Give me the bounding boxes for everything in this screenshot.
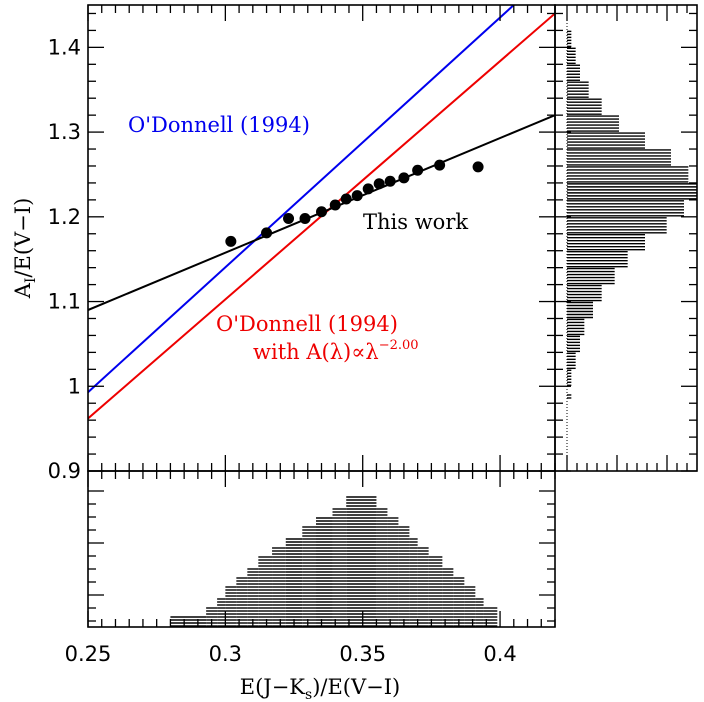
y-hist-bar-2: [567, 352, 576, 370]
y-tick-label: 0.9: [48, 459, 81, 483]
x-hist-bar-2: [217, 598, 226, 627]
y-axis-label-sub: I: [23, 278, 39, 284]
x-hist-bar-3: [225, 586, 237, 627]
data-point-9: [373, 178, 385, 190]
data-point-6: [340, 193, 352, 205]
y-hist-bar-3: [567, 335, 580, 353]
axis-ticks: [87, 5, 697, 627]
x-tick-label: 0.35: [339, 642, 386, 666]
label-odonnell-blue: O'Donnell (1994): [128, 113, 310, 137]
data-point-8: [362, 183, 374, 195]
y-tick-label: 1.3: [48, 120, 81, 144]
y-hist-bar-6: [567, 284, 602, 302]
x-histogram: [170, 496, 498, 627]
x-hist-bar-18: [428, 556, 443, 627]
x-hist-bar-0: [170, 616, 207, 627]
x-hist-bar-17: [417, 547, 429, 627]
x-hist-bar-5: [247, 568, 259, 627]
x-hist-bar-22: [475, 598, 484, 627]
data-point-13: [434, 159, 446, 171]
x-tick-label: 0.4: [483, 642, 516, 666]
x-hist-bar-8: [285, 538, 303, 627]
y-hist-bar-12: [567, 183, 697, 200]
data-point-4: [316, 206, 327, 218]
tick-labels: 0.25 0.3 0.35 0.4 0.9 1 1.1 1.2 1.3 1.4: [48, 35, 517, 666]
x-hist-bar-13: [376, 508, 388, 627]
y-hist-bar-17: [567, 98, 602, 115]
y-hist-bar-18: [567, 81, 589, 98]
data-points: [225, 159, 484, 247]
data-point-12: [412, 164, 424, 176]
x-axis-label: E(J−Ks)/E(V−I): [240, 675, 400, 702]
x-hist-bar-19: [442, 568, 454, 627]
x-hist-frame: [87, 470, 556, 628]
y-hist-bar-15: [567, 132, 645, 149]
data-point-5: [329, 199, 341, 211]
y-hist-bar-8: [567, 250, 628, 268]
x-tick-label: 0.25: [65, 642, 112, 666]
y-hist-bar-9: [567, 234, 645, 251]
x-hist-bar-23: [483, 607, 498, 627]
y-hist-bar-4: [567, 318, 585, 336]
main-plot: [88, 5, 555, 420]
x-hist-bar-9: [302, 526, 317, 627]
y-axis-label-tail: /E(V−I): [11, 198, 35, 278]
y-tick-label: 1.4: [48, 35, 81, 59]
label-odonnell-red-law-text: with A(λ)∝λ: [253, 340, 379, 364]
y-tick-label: 1: [68, 374, 81, 398]
x-hist-bar-20: [453, 577, 465, 627]
y-hist-bar-16: [567, 115, 619, 132]
y-tick-label: 1.1: [48, 290, 81, 314]
y-hist-bar-11: [567, 200, 684, 217]
y-hist-bar-19: [567, 64, 580, 81]
y-hist-bar-5: [567, 301, 593, 319]
y-hist-bar-13: [567, 166, 689, 183]
x-hist-bar-16: [409, 538, 418, 627]
data-point-1: [261, 227, 273, 239]
x-axis-label-tail: )/E(V−I): [312, 675, 400, 699]
data-point-2: [283, 213, 295, 225]
label-odonnell-red-law: with A(λ)∝λ−2.00: [253, 338, 419, 364]
data-point-10: [384, 175, 396, 187]
x-hist-bar-14: [387, 517, 399, 627]
y-hist-bar-21: [567, 30, 572, 48]
data-point-7: [351, 190, 363, 202]
x-hist-bar-21: [464, 586, 476, 627]
x-tick-label: 0.3: [209, 642, 242, 666]
data-point-11: [398, 172, 410, 184]
label-odonnell-red: O'Donnell (1994): [216, 312, 398, 336]
data-point-0: [225, 235, 237, 247]
x-axis-label-main: E(J−K: [240, 675, 306, 699]
x-hist-bar-10: [316, 517, 333, 627]
x-hist-bar-11: [332, 508, 347, 627]
y-axis-label: AI/E(V−I): [11, 198, 39, 300]
y-hist-bar-14: [567, 149, 671, 166]
y-hist-bar-7: [567, 267, 615, 285]
data-point-14: [472, 161, 484, 173]
x-axis-label-sub: s: [305, 687, 312, 702]
y-tick-label: 1.2: [48, 205, 81, 229]
x-hist-bar-4: [236, 577, 248, 627]
y-histogram: [566, 5, 697, 471]
x-hist-bar-6: [258, 556, 273, 627]
model-line-0: [88, 5, 515, 393]
y-hist-bar-10: [567, 217, 667, 234]
x-hist-bar-12: [346, 496, 377, 627]
y-hist-bar-20: [567, 47, 576, 65]
label-odonnell-red-law-exp: −2.00: [379, 338, 419, 353]
data-point-3: [299, 213, 311, 225]
y-hist-bar-1: [567, 369, 572, 386]
y-hist-bar-0: [567, 394, 572, 399]
y-axis-label-main: A: [11, 282, 35, 299]
x-hist-bar-7: [272, 547, 286, 627]
x-hist-bar-15: [398, 526, 410, 627]
y-hist-frame: [554, 4, 698, 472]
label-this-work: This work: [363, 210, 468, 234]
